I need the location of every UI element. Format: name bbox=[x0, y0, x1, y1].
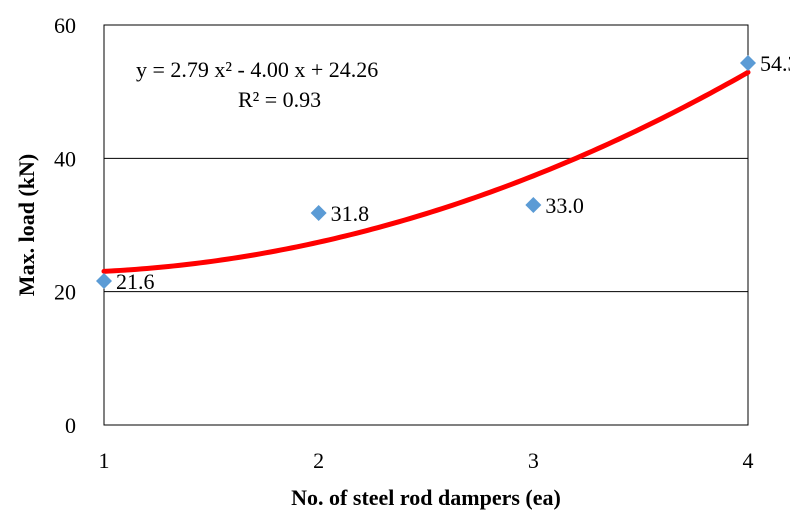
plot-area-border bbox=[103, 24, 749, 426]
y-tick-labels: 0 20 40 60 bbox=[54, 13, 76, 438]
y-tick-label: 20 bbox=[54, 280, 76, 305]
x-tick-label: 1 bbox=[99, 448, 110, 473]
x-tick-label: 2 bbox=[313, 448, 324, 473]
x-tick-label: 4 bbox=[743, 448, 754, 473]
data-point bbox=[740, 55, 756, 71]
trendline-r-squared: R² = 0.93 bbox=[238, 87, 321, 112]
trendline-equation: y = 2.79 x² - 4.00 x + 24.26 bbox=[136, 57, 378, 82]
data-points bbox=[96, 55, 756, 289]
data-labels: 21.6 31.8 33.0 54.3 bbox=[116, 51, 790, 294]
x-axis-title: No. of steel rod dampers (ea) bbox=[291, 485, 561, 510]
grid-lines bbox=[104, 157, 748, 293]
trendline bbox=[101, 69, 751, 274]
y-axis-title: Max. load (kN) bbox=[14, 154, 39, 296]
data-label: 31.8 bbox=[331, 201, 370, 226]
y-tick-label: 0 bbox=[65, 413, 76, 438]
data-label: 54.3 bbox=[760, 51, 790, 76]
data-label: 21.6 bbox=[116, 269, 155, 294]
data-point bbox=[96, 273, 112, 289]
data-point bbox=[310, 205, 327, 221]
y-tick-label: 60 bbox=[54, 13, 76, 38]
data-label: 33.0 bbox=[545, 193, 584, 218]
x-tick-label: 3 bbox=[528, 448, 539, 473]
data-point bbox=[525, 197, 542, 213]
y-tick-label: 40 bbox=[54, 146, 76, 171]
x-tick-labels: 1 2 3 4 bbox=[99, 448, 754, 473]
